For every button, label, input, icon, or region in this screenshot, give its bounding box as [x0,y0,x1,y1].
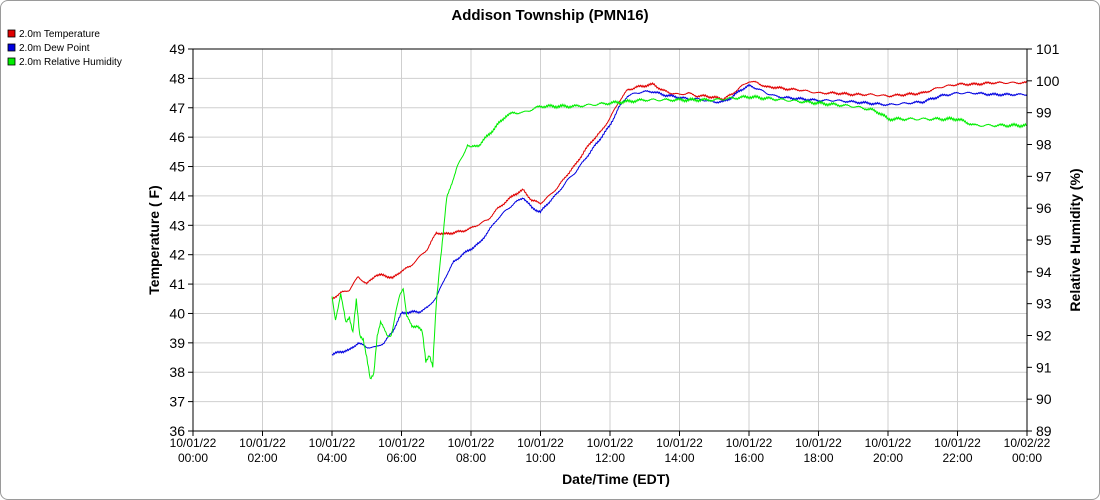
x-tick-label-date: 10/02/22 [1004,436,1051,450]
x-axis-label: Date/Time (EDT) [562,471,670,487]
x-tick-label-time: 18:00 [803,451,833,465]
series-line-2 [331,83,1028,356]
y-tick-label-right: 91 [1036,359,1052,375]
y-tick-label-left: 37 [169,394,185,410]
y-axis-label-left: Temperature ( F) [146,185,162,294]
x-tick-label-time: 06:00 [386,451,416,465]
y-tick-label-left: 40 [169,305,185,321]
x-tick-label-date: 10/01/22 [309,436,356,450]
x-tick-label-time: 10:00 [525,451,555,465]
x-tick-label-date: 10/01/22 [517,436,564,450]
legend-swatch [7,29,16,38]
x-tick-label-time: 12:00 [595,451,625,465]
chart-title: Addison Township (PMN16) [451,7,648,24]
y-tick-label-right: 93 [1036,296,1052,312]
x-tick-label-time: 22:00 [942,451,972,465]
y-tick-label-right: 89 [1036,423,1052,439]
x-tick-label-date: 10/01/22 [656,436,703,450]
y-tick-label-right: 96 [1036,200,1052,216]
legend-swatch [7,43,16,52]
y-tick-label-left: 44 [169,188,185,204]
y-tick-label-right: 100 [1036,73,1060,89]
grid-layer [192,48,1028,432]
x-tick-label-time: 04:00 [317,451,347,465]
y-tick-label-right: 94 [1036,264,1052,280]
x-tick-label-time: 00:00 [178,451,208,465]
x-tick-label-date: 10/01/22 [934,436,981,450]
y-tick-label-right: 97 [1036,168,1052,184]
y-tick-label-right: 90 [1036,391,1052,407]
y-axis-label-right: Relative Humidity (%) [1067,168,1083,311]
y-tick-label-right: 99 [1036,105,1052,121]
plot-border [192,48,1028,432]
x-tick-label-date: 10/01/22 [587,436,634,450]
x-tick-label-time: 14:00 [664,451,694,465]
y-tick-label-left: 43 [169,217,185,233]
x-tick-label-date: 10/01/22 [795,436,842,450]
y-tick-label-left: 48 [169,70,185,86]
legend-label: 2.0m Dew Point [19,43,90,54]
y-tick-label-left: 42 [169,247,185,263]
y-tick-label-right: 95 [1036,232,1052,248]
x-tick-label-time: 08:00 [456,451,486,465]
y-tick-label-right: 101 [1036,41,1060,57]
x-tick-label-time: 20:00 [873,451,903,465]
x-tick-label-date: 10/01/22 [239,436,286,450]
x-tick-label-time: 02:00 [247,451,277,465]
series-layer [331,80,1028,380]
series-line-3 [331,94,1027,380]
series-line-1 [331,80,1028,300]
x-tick-label-date: 10/01/22 [726,436,773,450]
y-tick-label-left: 45 [169,159,185,175]
x-tick-label-date: 10/01/22 [448,436,495,450]
y-tick-label-left: 46 [169,129,185,145]
y-tick-label-left: 49 [169,41,185,57]
x-tick-label-date: 10/01/22 [170,436,217,450]
x-tick-label-time: 16:00 [734,451,764,465]
legend: 2.0m Temperature 2.0m Dew Point 2.0m Relat… [7,29,122,68]
y-tick-label-left: 38 [169,364,185,380]
x-tick-label-date: 10/01/22 [865,436,912,450]
y-tick-label-left: 41 [169,276,185,292]
x-tick-label-date: 10/01/22 [378,436,425,450]
axes-layer: 10/01/2200:0010/01/2202:0010/01/2204:001… [169,41,1059,465]
legend-label: 2.0m Temperature [19,29,100,40]
legend-swatch [7,57,16,66]
legend-label: 2.0m Relative Humidity [19,57,122,68]
y-tick-label-left: 39 [169,335,185,351]
x-tick-label-time: 00:00 [1012,451,1042,465]
y-tick-label-right: 98 [1036,137,1052,153]
y-tick-label-right: 92 [1036,328,1052,344]
y-tick-label-left: 47 [169,100,185,116]
y-tick-label-left: 36 [169,423,185,439]
